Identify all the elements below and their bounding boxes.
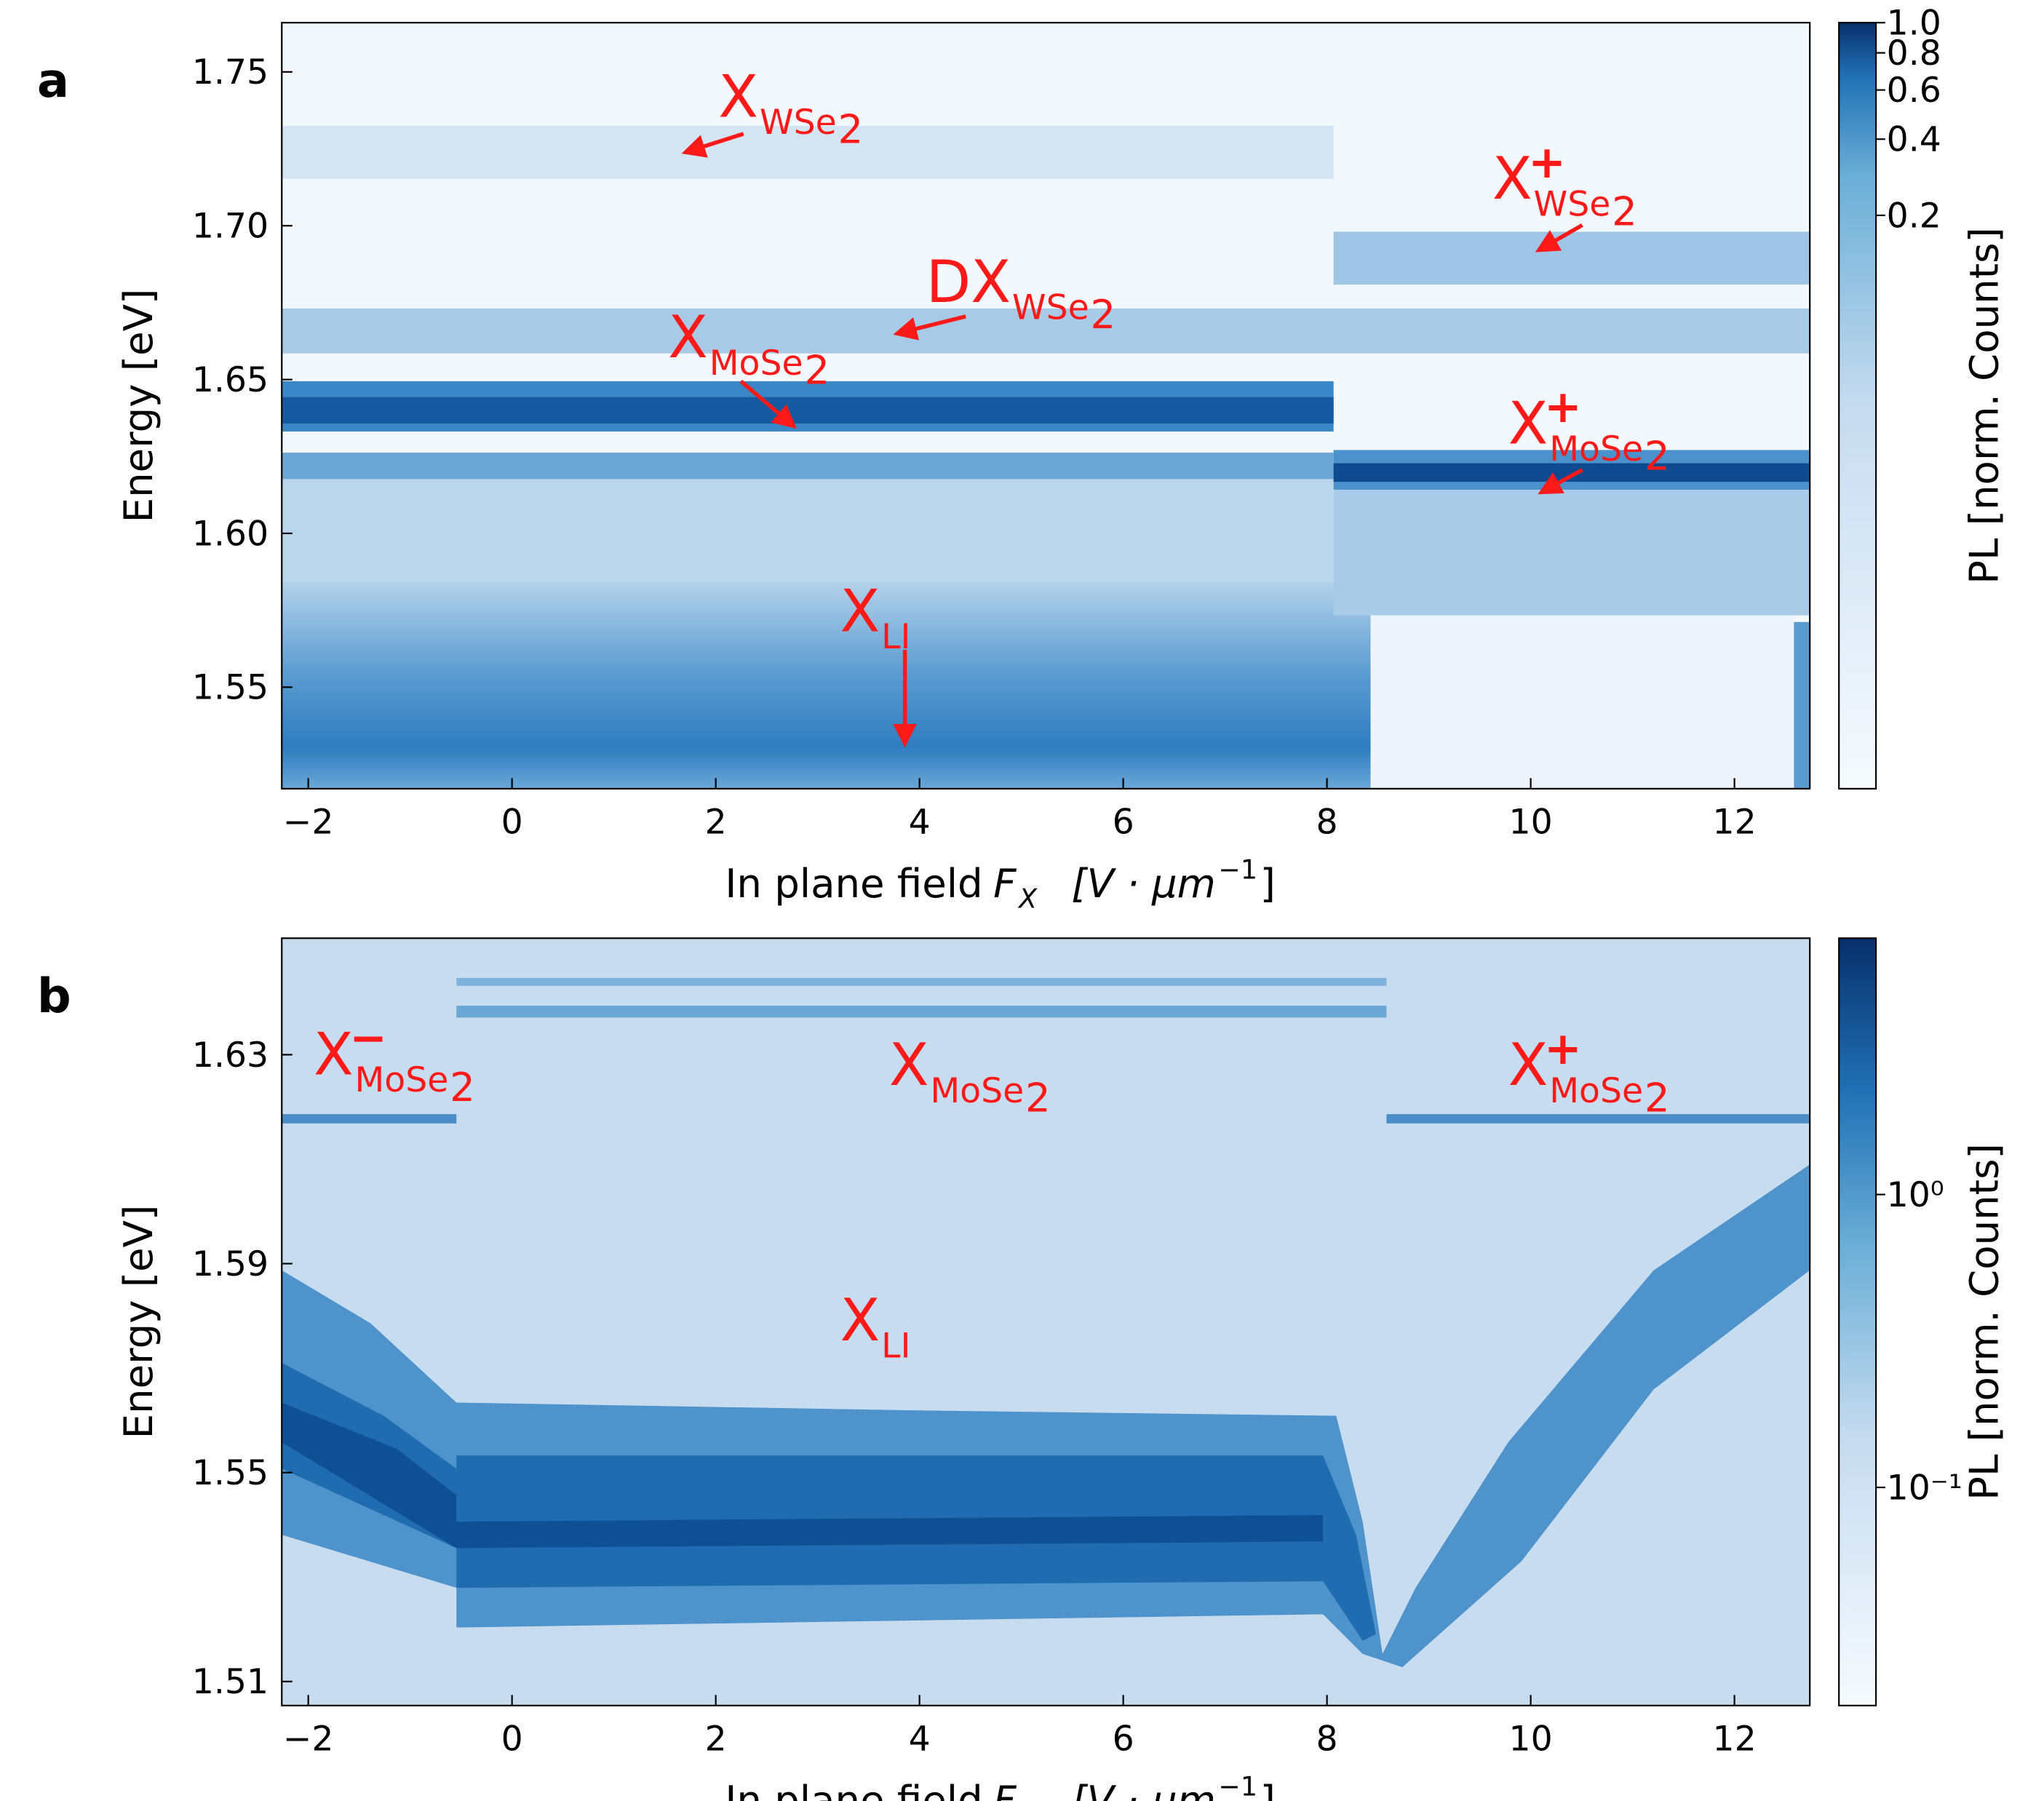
- plot-frame: [281, 937, 1811, 1706]
- colorbar-tick-label: 0.4: [1887, 120, 1941, 160]
- annotation: WSe: [1012, 287, 1089, 327]
- colorbar: [1838, 937, 1877, 1706]
- annotation: 2: [450, 1064, 475, 1110]
- annotation: MoSe: [709, 343, 803, 383]
- x-tick-label: 2: [705, 803, 727, 843]
- x-tick-label: −2: [283, 1720, 334, 1760]
- heatmap-texture: [282, 938, 1810, 1706]
- x-axis-label: [V · μm: [1071, 860, 1215, 907]
- y-tick-label: 1.59: [192, 1244, 269, 1284]
- y-axis-label: Energy [eV]: [115, 1205, 162, 1439]
- annotation: −: [349, 1011, 387, 1064]
- colorbar-tick-label: 0.2: [1887, 196, 1941, 236]
- x-tick-label: 6: [1113, 1720, 1134, 1760]
- annotation-arrow: [739, 379, 798, 429]
- x-axis-label: −1: [1218, 854, 1257, 886]
- annotation-arrow: [1538, 468, 1583, 495]
- y-axis-label: Energy [eV]: [115, 289, 162, 523]
- annotation-arrow: [1535, 223, 1583, 253]
- colorbar-tick-label: 0.6: [1887, 71, 1941, 111]
- colorbar-tick-label: 0.8: [1887, 33, 1941, 73]
- y-tick-label: 1.55: [192, 668, 269, 708]
- annotation: 2: [804, 347, 830, 394]
- x-tick-label: 4: [909, 803, 931, 843]
- y-tick-label: 1.51: [192, 1662, 269, 1702]
- x-tick-label: 2: [705, 1720, 727, 1760]
- x-axis-label: F: [993, 860, 1017, 907]
- annotation: +: [1528, 136, 1566, 188]
- colorbar-label: PL [norm. Counts]: [1960, 1143, 2007, 1500]
- x-tick-label: 0: [501, 1720, 523, 1760]
- x-axis-label: X: [1017, 883, 1038, 914]
- annotation: X: [718, 63, 758, 130]
- annotation: MoSe: [355, 1060, 449, 1100]
- x-axis-label: F: [993, 1777, 1017, 1801]
- y-tick-label: 1.63: [192, 1035, 269, 1076]
- annotation: MoSe: [1549, 1071, 1643, 1111]
- annotation: X: [840, 1287, 880, 1354]
- annotation: LI: [881, 1327, 910, 1367]
- annotation: 2: [1025, 1074, 1051, 1121]
- x-tick-label: 12: [1713, 803, 1757, 843]
- annotation: X: [1508, 1031, 1548, 1099]
- plot-frame: [281, 22, 1811, 790]
- annotation: 2: [1645, 433, 1670, 480]
- x-tick-label: 10: [1509, 1720, 1553, 1760]
- x-tick-label: 8: [1316, 803, 1338, 843]
- annotation: +: [1544, 1022, 1582, 1075]
- x-tick-label: 12: [1713, 1720, 1757, 1760]
- y-tick-label: 1.55: [192, 1453, 269, 1493]
- colorbar: [1838, 22, 1877, 790]
- x-axis-label: ]: [1260, 860, 1276, 907]
- annotation: 2: [1645, 1074, 1670, 1121]
- colorbar-tick-label: 10⁰: [1887, 1175, 1944, 1215]
- x-axis-label: In plane field: [725, 1777, 982, 1801]
- annotation: WSe: [760, 103, 837, 143]
- annotation: DX: [926, 248, 1011, 316]
- annotation: X: [668, 303, 708, 371]
- x-axis-label: [V · μm: [1071, 1777, 1215, 1801]
- annotation: X: [314, 1021, 354, 1089]
- x-tick-label: 0: [501, 803, 523, 843]
- annotation: +: [1544, 381, 1582, 433]
- panel-label: b: [37, 969, 71, 1024]
- x-tick-label: −2: [283, 803, 334, 843]
- colorbar-tick-label: 10⁻¹: [1887, 1468, 1963, 1508]
- annotation: MoSe: [930, 1071, 1024, 1111]
- annotation: WSe: [1533, 185, 1610, 225]
- annotation: MoSe: [1549, 429, 1643, 469]
- colorbar-tick-label: 1.0: [1887, 4, 1941, 44]
- heatmap-texture: [282, 23, 1810, 789]
- x-tick-label: 4: [909, 1720, 931, 1760]
- x-axis-label: In plane field: [725, 860, 982, 907]
- x-axis-label: ]: [1260, 1777, 1276, 1801]
- annotation: X: [1508, 389, 1548, 457]
- x-tick-label: 6: [1113, 803, 1134, 843]
- annotation: X: [840, 578, 880, 645]
- panel-label: a: [37, 53, 69, 108]
- y-tick-label: 1.60: [192, 514, 269, 554]
- annotation: X: [889, 1031, 929, 1099]
- y-tick-label: 1.70: [192, 207, 269, 247]
- y-tick-label: 1.65: [192, 360, 269, 400]
- annotation: 2: [838, 106, 864, 153]
- x-tick-label: 8: [1316, 1720, 1338, 1760]
- x-tick-label: 10: [1509, 803, 1553, 843]
- annotation-arrow: [893, 314, 966, 341]
- x-axis-label: X: [1017, 1800, 1038, 1801]
- annotation: X: [1492, 145, 1532, 212]
- annotation-arrow: [681, 132, 744, 158]
- y-tick-label: 1.75: [192, 52, 269, 92]
- annotation: 2: [1612, 188, 1637, 234]
- colorbar-label: PL [norm. Counts]: [1960, 227, 2007, 584]
- annotation: 2: [1091, 291, 1116, 338]
- x-axis-label: −1: [1218, 1770, 1257, 1801]
